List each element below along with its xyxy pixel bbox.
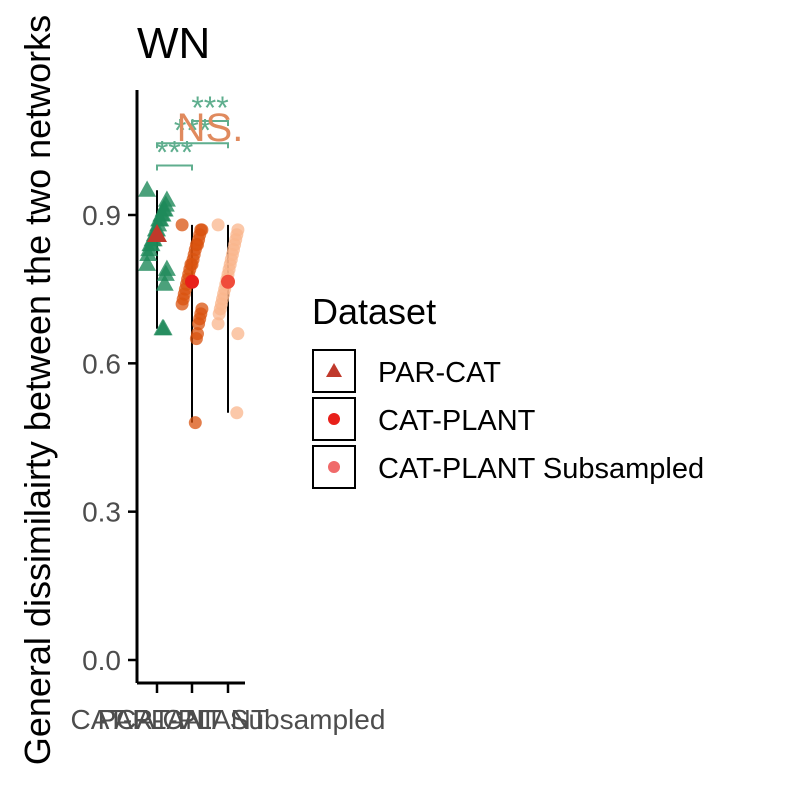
data-point [153, 319, 172, 336]
mean-point [147, 223, 167, 242]
y-tick-label: 0.0 [82, 645, 121, 676]
x-tick-label: CAT-PLANT Subsampled [71, 704, 386, 735]
y-axis-label: General dissimilairty between the two ne… [17, 15, 58, 765]
data-point [188, 416, 202, 430]
y-tick-label: 0.6 [82, 348, 121, 379]
x-tick-label: PAR-CAT [98, 704, 217, 735]
data-point [189, 332, 203, 346]
chart-title: WN [137, 19, 210, 68]
legend-label: CAT-PLANT [378, 405, 536, 437]
significance-bracket [191, 120, 229, 127]
data-point [138, 180, 157, 197]
x-tick-label: CAT-PLANT [116, 704, 268, 735]
data-point [230, 406, 244, 420]
data-point [155, 274, 174, 291]
legend-circle-icon [328, 461, 340, 473]
plot-area [138, 180, 245, 430]
data-point [192, 317, 206, 331]
significance-label: *** [156, 135, 193, 171]
legend-circle-icon [328, 413, 340, 425]
legend-label: PAR-CAT [378, 357, 501, 389]
data-point [231, 327, 245, 341]
data-point [212, 307, 226, 321]
data-point [211, 317, 225, 331]
mean-point [185, 274, 199, 289]
data-point [139, 244, 158, 262]
data-point [138, 254, 157, 271]
data-point [175, 297, 189, 311]
y-tick-label: 0.9 [82, 200, 121, 231]
legend: Dataset PAR-CAT CAT-PLANT CAT-PLANT Subsam… [312, 291, 704, 489]
significance-label: NS. [177, 106, 244, 150]
significance-bracket [156, 142, 229, 149]
legend-label: CAT-PLANT Subsampled [378, 453, 704, 485]
legend-title: Dataset [312, 291, 436, 332]
legend-triangle-icon [326, 363, 342, 377]
data-point [156, 264, 175, 281]
significance-label: *** [174, 112, 211, 148]
significance-annotations: *********NS. [156, 90, 244, 171]
y-axis-ticks: 0.0 0.3 0.6 0.9 [82, 200, 137, 676]
significance-bracket [156, 164, 193, 171]
significance-label: *** [191, 90, 228, 126]
data-point [175, 218, 189, 232]
data-point [211, 218, 225, 232]
y-tick-label: 0.3 [82, 497, 121, 528]
mean-point [221, 274, 235, 289]
